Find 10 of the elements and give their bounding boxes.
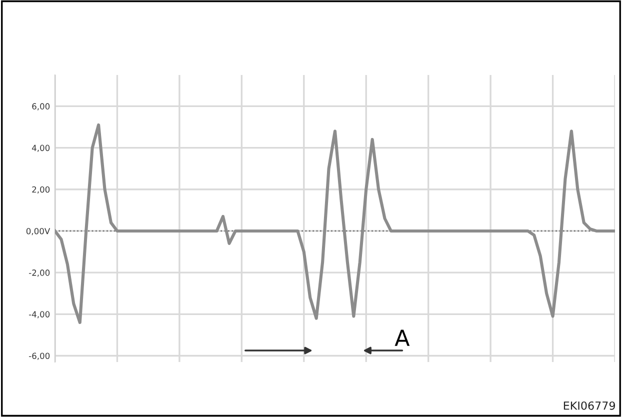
y-tick-label: 6,00	[32, 103, 50, 110]
text: EKI06779	[564, 401, 615, 410]
annotation: A	[394, 330, 410, 346]
y-tick-label: -4,00	[28, 311, 50, 318]
y-tick-label: 0,00V	[26, 228, 50, 236]
y-tick-label: 4,00	[32, 144, 50, 152]
y-tick-label: 2,00	[32, 186, 50, 194]
line-series	[55, 123, 615, 324]
y-tick-label: -2,00	[28, 270, 50, 277]
y-tick-label: -6,00	[28, 352, 50, 360]
